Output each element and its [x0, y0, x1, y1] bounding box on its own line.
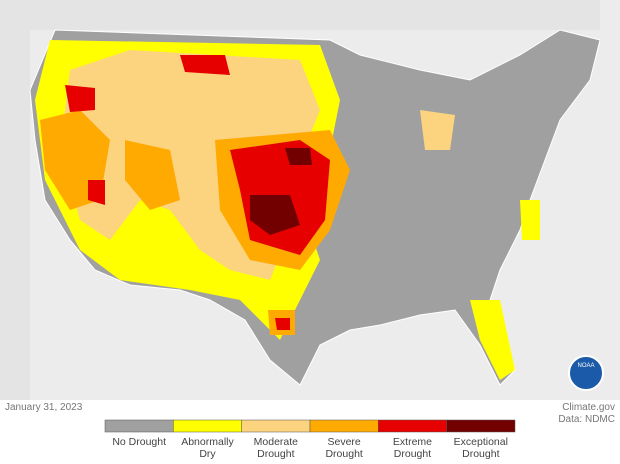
logo-text: NOAA	[577, 363, 594, 369]
data-credit: Data: NDMC	[558, 414, 615, 425]
legend-label: Exceptional Drought	[453, 436, 508, 460]
moderate-michigan	[420, 110, 455, 150]
legend-swatch	[378, 419, 447, 433]
extreme-nevada	[88, 180, 105, 205]
date: January 31, 2023	[5, 402, 83, 413]
legend-swatch	[173, 419, 242, 433]
map: NOAA	[0, 0, 620, 400]
legend-swatch	[446, 419, 516, 433]
extreme-montana	[180, 55, 230, 75]
noaa-logo	[568, 355, 604, 391]
legend-swatch	[104, 419, 174, 433]
legend-label: Extreme Drought	[392, 436, 433, 460]
legend-label: Abnormally Dry	[181, 436, 234, 460]
legend-swatch	[241, 419, 311, 433]
exceptional-kansas	[250, 195, 300, 235]
dry-florida	[470, 300, 515, 380]
legend-label: Severe Drought	[325, 436, 363, 460]
severe-utah	[125, 140, 180, 210]
extreme-oregon	[65, 85, 95, 112]
legend-label: Moderate Drought	[253, 436, 298, 460]
legend-swatch	[309, 419, 379, 433]
exceptional-nebraska	[285, 148, 312, 165]
extreme-texas	[275, 318, 290, 330]
legend-labels: No Drought Abnormally Dry Moderate Drought…	[105, 436, 515, 460]
legend-label: No Drought	[112, 436, 167, 448]
source: Climate.gov	[562, 402, 615, 413]
dry-east	[520, 200, 540, 240]
